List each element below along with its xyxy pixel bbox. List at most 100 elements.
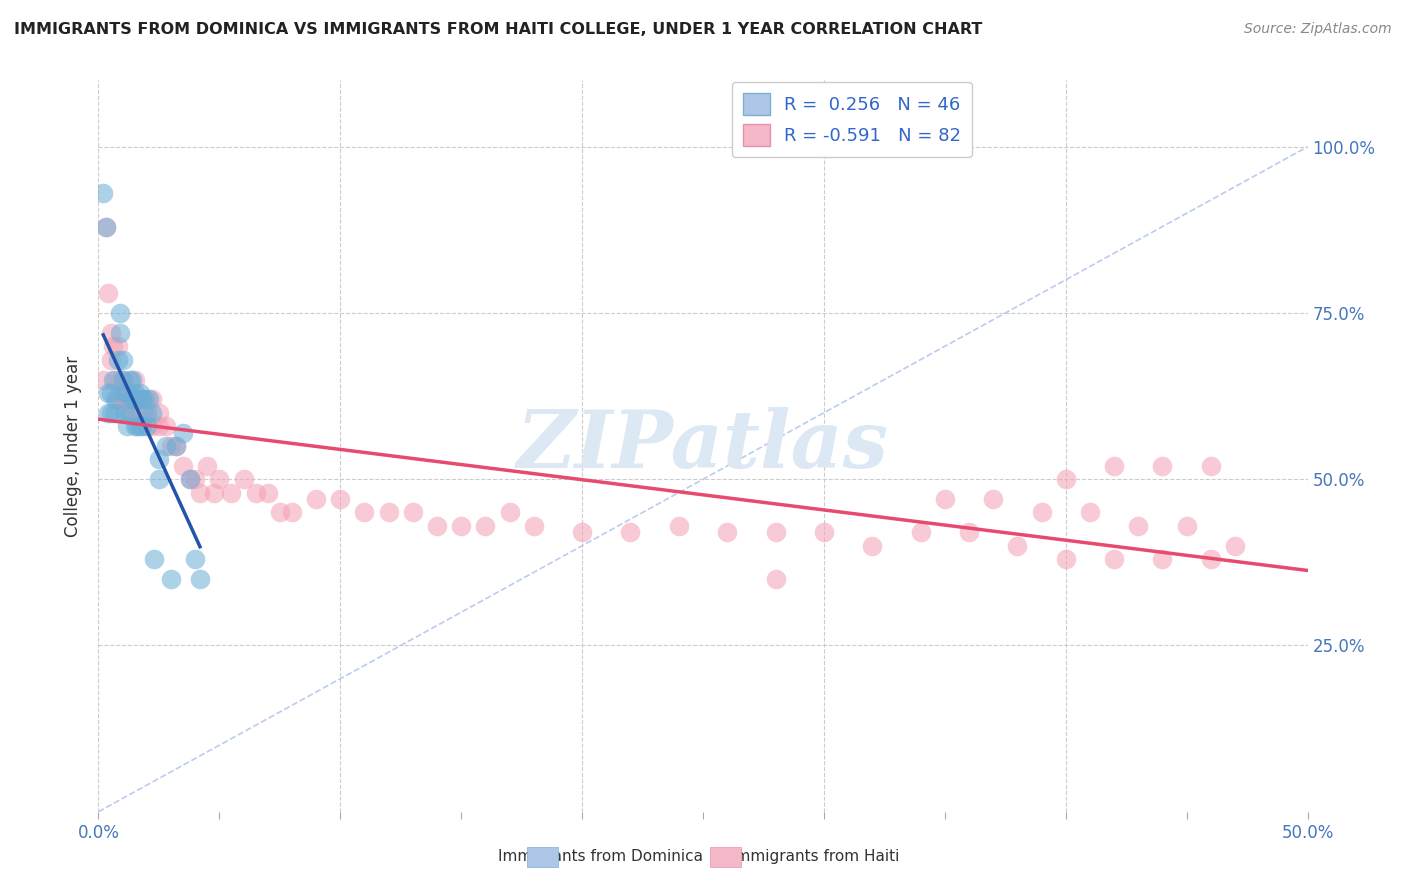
Point: [148, 419, 170, 434]
Point: [135, 419, 157, 434]
Point: [1175, 518, 1198, 533]
Point: [1031, 506, 1053, 520]
Point: [128, 419, 150, 434]
Point: [221, 485, 243, 500]
Point: [134, 392, 156, 407]
Point: [108, 306, 131, 320]
Point: [100, 385, 122, 400]
Point: [121, 372, 143, 386]
Point: [111, 392, 134, 407]
Point: [117, 392, 139, 407]
Point: [148, 406, 170, 420]
Point: [450, 518, 472, 533]
Point: [765, 572, 787, 586]
Point: [124, 406, 146, 420]
Point: [1054, 552, 1077, 566]
Point: [148, 472, 170, 486]
Point: [860, 539, 883, 553]
Point: [118, 372, 141, 386]
Point: [281, 506, 304, 520]
Point: [716, 525, 738, 540]
Point: [188, 572, 211, 586]
Point: [114, 406, 136, 420]
Point: [138, 392, 160, 407]
Point: [245, 485, 267, 500]
Point: [141, 419, 163, 434]
Point: [305, 492, 328, 507]
Point: [353, 506, 375, 520]
Point: [107, 392, 129, 407]
Point: [269, 506, 291, 520]
Text: Immigrants from Dominica: Immigrants from Dominica: [498, 849, 703, 863]
Point: [117, 385, 139, 400]
Point: [124, 372, 146, 386]
Legend: R =  0.256   N = 46, R = -0.591   N = 82: R = 0.256 N = 46, R = -0.591 N = 82: [733, 82, 972, 157]
Point: [121, 392, 143, 407]
Text: Immigrants from Haiti: Immigrants from Haiti: [731, 849, 900, 863]
Point: [1152, 458, 1174, 473]
Point: [121, 392, 143, 407]
Point: [108, 326, 131, 340]
Point: [498, 506, 520, 520]
Point: [124, 392, 146, 407]
Point: [104, 372, 127, 386]
Point: [100, 406, 122, 420]
Point: [426, 518, 449, 533]
Point: [668, 518, 690, 533]
Point: [1078, 506, 1101, 520]
Point: [128, 385, 150, 400]
Text: IMMIGRANTS FROM DOMINICA VS IMMIGRANTS FROM HAITI COLLEGE, UNDER 1 YEAR CORRELAT: IMMIGRANTS FROM DOMINICA VS IMMIGRANTS F…: [14, 22, 983, 37]
Point: [97, 286, 120, 301]
Point: [127, 392, 149, 407]
Text: ZIPatlas: ZIPatlas: [517, 408, 889, 484]
Point: [114, 385, 136, 400]
Point: [523, 518, 546, 533]
Point: [94, 219, 117, 234]
Point: [104, 406, 127, 420]
Point: [97, 406, 120, 420]
Point: [172, 425, 194, 440]
Point: [377, 506, 399, 520]
Point: [184, 552, 207, 566]
Point: [1199, 552, 1222, 566]
Point: [1054, 472, 1077, 486]
Point: [208, 472, 231, 486]
Point: [619, 525, 641, 540]
Point: [148, 452, 170, 467]
Point: [143, 552, 166, 566]
Point: [957, 525, 980, 540]
Point: [184, 472, 207, 486]
Point: [474, 518, 496, 533]
Point: [765, 525, 787, 540]
Point: [165, 439, 187, 453]
Point: [232, 472, 254, 486]
Point: [141, 406, 163, 420]
Point: [1007, 539, 1029, 553]
Point: [117, 406, 139, 420]
Point: [160, 572, 183, 586]
Point: [124, 385, 146, 400]
Point: [91, 186, 114, 201]
Point: [111, 352, 134, 367]
Point: [813, 525, 835, 540]
Point: [127, 419, 149, 434]
Point: [155, 419, 177, 434]
Point: [179, 472, 201, 486]
Point: [204, 485, 226, 500]
Point: [118, 406, 141, 420]
Point: [165, 439, 187, 453]
Point: [94, 219, 117, 234]
Point: [101, 372, 124, 386]
Point: [195, 458, 218, 473]
Y-axis label: College, Under 1 year: College, Under 1 year: [65, 355, 83, 537]
Point: [101, 339, 124, 353]
Point: [131, 392, 153, 407]
Point: [107, 339, 129, 353]
Point: [1102, 458, 1125, 473]
Point: [1152, 552, 1174, 566]
Point: [128, 406, 150, 420]
Point: [188, 485, 211, 500]
Point: [256, 485, 278, 500]
Point: [97, 385, 120, 400]
Text: Source: ZipAtlas.com: Source: ZipAtlas.com: [1244, 22, 1392, 37]
